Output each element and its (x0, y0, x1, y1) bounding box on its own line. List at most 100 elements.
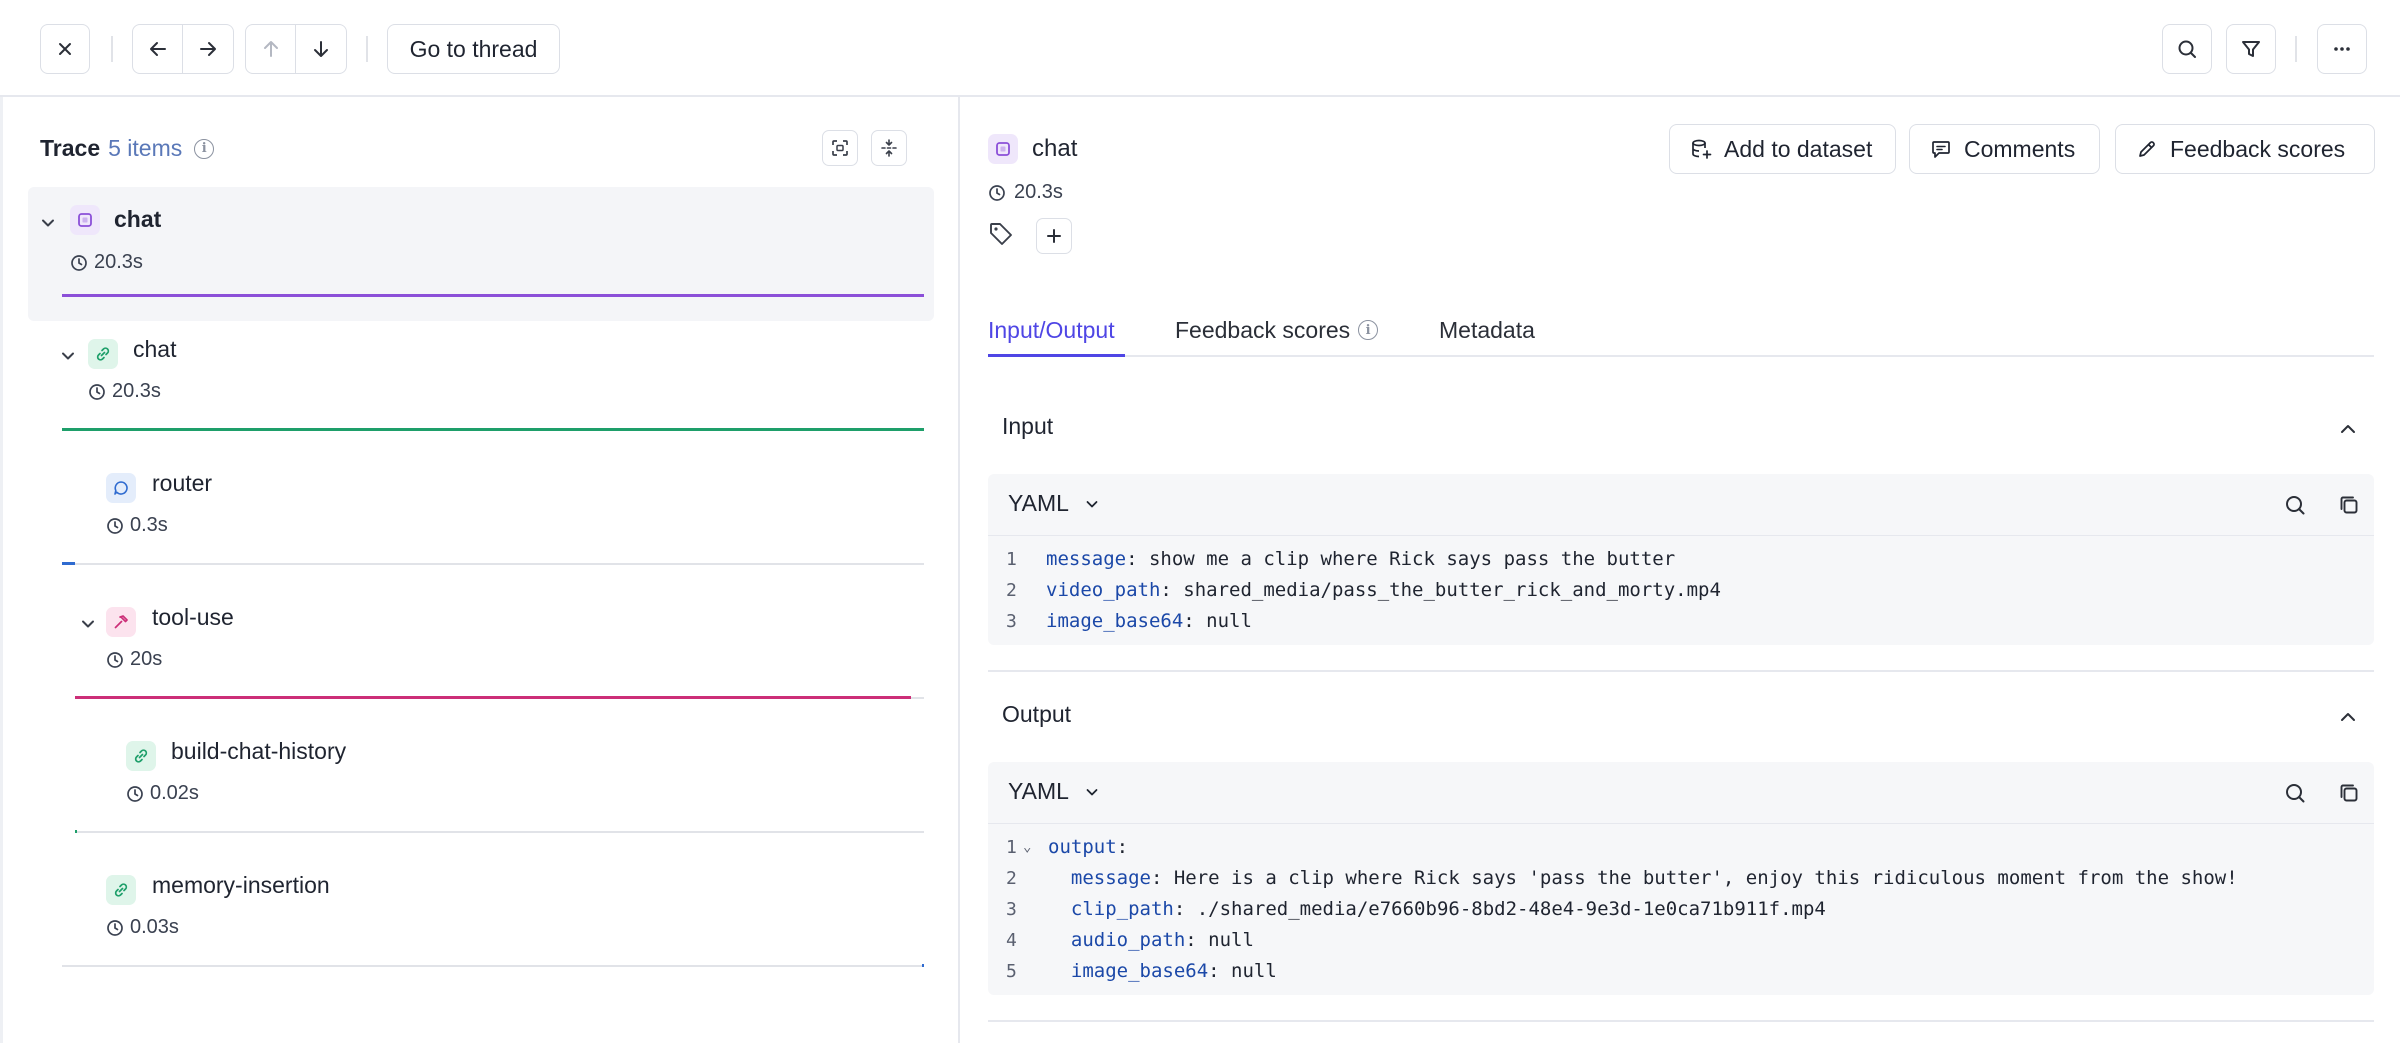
format-selector[interactable]: YAML (1008, 490, 1101, 517)
code-lines: 1 ⌄ output: 2 message: Here is a clip wher… (988, 824, 2374, 987)
arrow-down-icon (314, 41, 328, 57)
top-toolbar: Go to thread (0, 0, 2400, 97)
message-icon (106, 473, 136, 503)
active-tab-indicator (988, 354, 1125, 357)
pencil-icon (2139, 141, 2155, 157)
chevron-down-icon (1086, 500, 1098, 507)
scan-focus-icon (832, 140, 848, 156)
span-duration: 20.3s (70, 251, 143, 274)
trace-title: Trace (40, 135, 101, 161)
span-duration-value: 0.03s (130, 916, 179, 938)
span-duration: 0.02s (126, 782, 199, 805)
next-button[interactable] (183, 24, 234, 74)
search-icon[interactable] (2282, 780, 2308, 806)
yaml-value: : show me a clip where Rick says pass th… (1126, 548, 1676, 570)
input-section-header[interactable]: Input (988, 399, 2374, 459)
link-icon (106, 875, 136, 905)
trace-panel: Trace 5 items i chat 20.3s chat 20.3s (0, 97, 960, 1043)
link-icon (88, 339, 118, 369)
span-duration: 20.3s (88, 380, 161, 403)
search-button[interactable] (2162, 24, 2212, 74)
trace-item-count: 5 items (108, 135, 183, 161)
section-divider (988, 1020, 2374, 1022)
input-section-label: Input (1002, 413, 1054, 439)
output-section-header[interactable]: Output (988, 687, 2374, 747)
database-plus-icon (1692, 139, 1712, 159)
filter-button[interactable] (2226, 24, 2276, 74)
chevron-up-icon[interactable] (2336, 417, 2360, 441)
clock-icon (107, 517, 123, 534)
copy-icon[interactable] (2336, 780, 2362, 806)
add-to-dataset-button[interactable]: Add to dataset (1669, 124, 1896, 174)
span-duration-value: 20.3s (94, 251, 143, 273)
code-line: 4 audio_path: null (988, 925, 2374, 956)
span-name: memory-insertion (152, 872, 330, 898)
tab-feedback-scores[interactable]: Feedback scores i (1175, 307, 1379, 353)
focus-selection-button[interactable] (822, 130, 858, 166)
yaml-value: : null (1185, 929, 1254, 951)
line-number: 2 (1006, 580, 1017, 601)
more-options-button[interactable] (2317, 24, 2367, 74)
line-number: 5 (1006, 961, 1017, 982)
detail-tabs: Input/Output Feedback scores i Metadata (988, 307, 2374, 357)
span-detail-panel: chat 20.3s Add to dataset Comments Feedb… (962, 97, 2400, 1043)
info-icon[interactable]: i (194, 138, 215, 159)
collapse-icon (881, 139, 897, 157)
format-selector[interactable]: YAML (1008, 778, 1101, 805)
code-line: 2 video_path: shared_media/pass_the_butte… (988, 575, 2374, 606)
trace-span-row[interactable]: router 0.3s (28, 455, 934, 589)
search-icon[interactable] (2282, 492, 2308, 518)
arrow-left-icon (149, 42, 166, 56)
toolbar-divider (366, 36, 368, 62)
info-icon: i (1358, 320, 1379, 340)
go-to-thread-button[interactable]: Go to thread (387, 24, 560, 74)
close-button[interactable] (40, 24, 90, 74)
add-tag-button[interactable] (1036, 218, 1072, 254)
chevron-down-icon (1086, 788, 1098, 795)
yaml-value: : null (1183, 610, 1252, 632)
trace-span-row[interactable]: build-chat-history 0.02s (28, 723, 934, 857)
chevron-down-icon[interactable] (78, 614, 98, 634)
span-name: router (152, 470, 213, 496)
clock-icon (989, 184, 1005, 201)
clock-icon (89, 383, 105, 400)
span-timeline-track (62, 563, 924, 565)
chevron-down-icon[interactable] (58, 346, 78, 366)
copy-icon[interactable] (2336, 492, 2362, 518)
trace-span-row[interactable]: chat 20.3s (28, 187, 934, 321)
more-horizontal-icon (2334, 47, 2350, 51)
filter-icon (2242, 41, 2260, 57)
trace-span-row[interactable]: chat 20.3s (28, 321, 934, 455)
yaml-key: clip_path (1048, 898, 1174, 920)
collapse-all-button[interactable] (871, 130, 907, 166)
yaml-value: : shared_media/pass_the_butter_rick_and_… (1160, 579, 1721, 601)
tab-metadata[interactable]: Metadata (1439, 307, 1535, 353)
span-timeline-track (75, 831, 924, 833)
move-down-button[interactable] (296, 24, 347, 74)
yaml-key: image_base64 (1048, 960, 1209, 982)
line-number: 1 (1006, 549, 1017, 570)
tab-input-output[interactable]: Input/Output (988, 307, 1115, 353)
chevron-down-icon[interactable] (38, 213, 58, 233)
comments-button[interactable]: Comments (1909, 124, 2100, 174)
span-duration-value: 0.02s (150, 782, 199, 804)
yaml-key: message (1048, 867, 1151, 889)
fold-chevron-icon[interactable]: ⌄ (1023, 839, 1032, 855)
trace-span-row[interactable]: tool-use 20s (28, 589, 934, 723)
output-code-block: YAML 1 ⌄ output: 2 message: Here is a clip… (988, 762, 2374, 995)
code-line: 3 image_base64: null (988, 606, 2374, 637)
yaml-key: output (1048, 836, 1117, 858)
comment-icon (1932, 141, 1950, 158)
previous-button[interactable] (132, 24, 183, 74)
feedback-scores-button[interactable]: Feedback scores (2115, 124, 2375, 174)
chevron-up-icon[interactable] (2336, 705, 2360, 729)
format-label: YAML (1008, 490, 1069, 516)
tab-label: Metadata (1439, 316, 1535, 343)
move-up-button[interactable] (245, 24, 296, 74)
trace-span-row[interactable]: memory-insertion 0.03s (28, 857, 934, 991)
comments-label: Comments (1964, 135, 2076, 162)
clock-icon (107, 651, 123, 668)
detail-duration: 20.3s (988, 181, 1063, 204)
clock-icon (71, 254, 87, 271)
input-code-block: YAML 1 message: show me a clip where Rick… (988, 474, 2374, 645)
